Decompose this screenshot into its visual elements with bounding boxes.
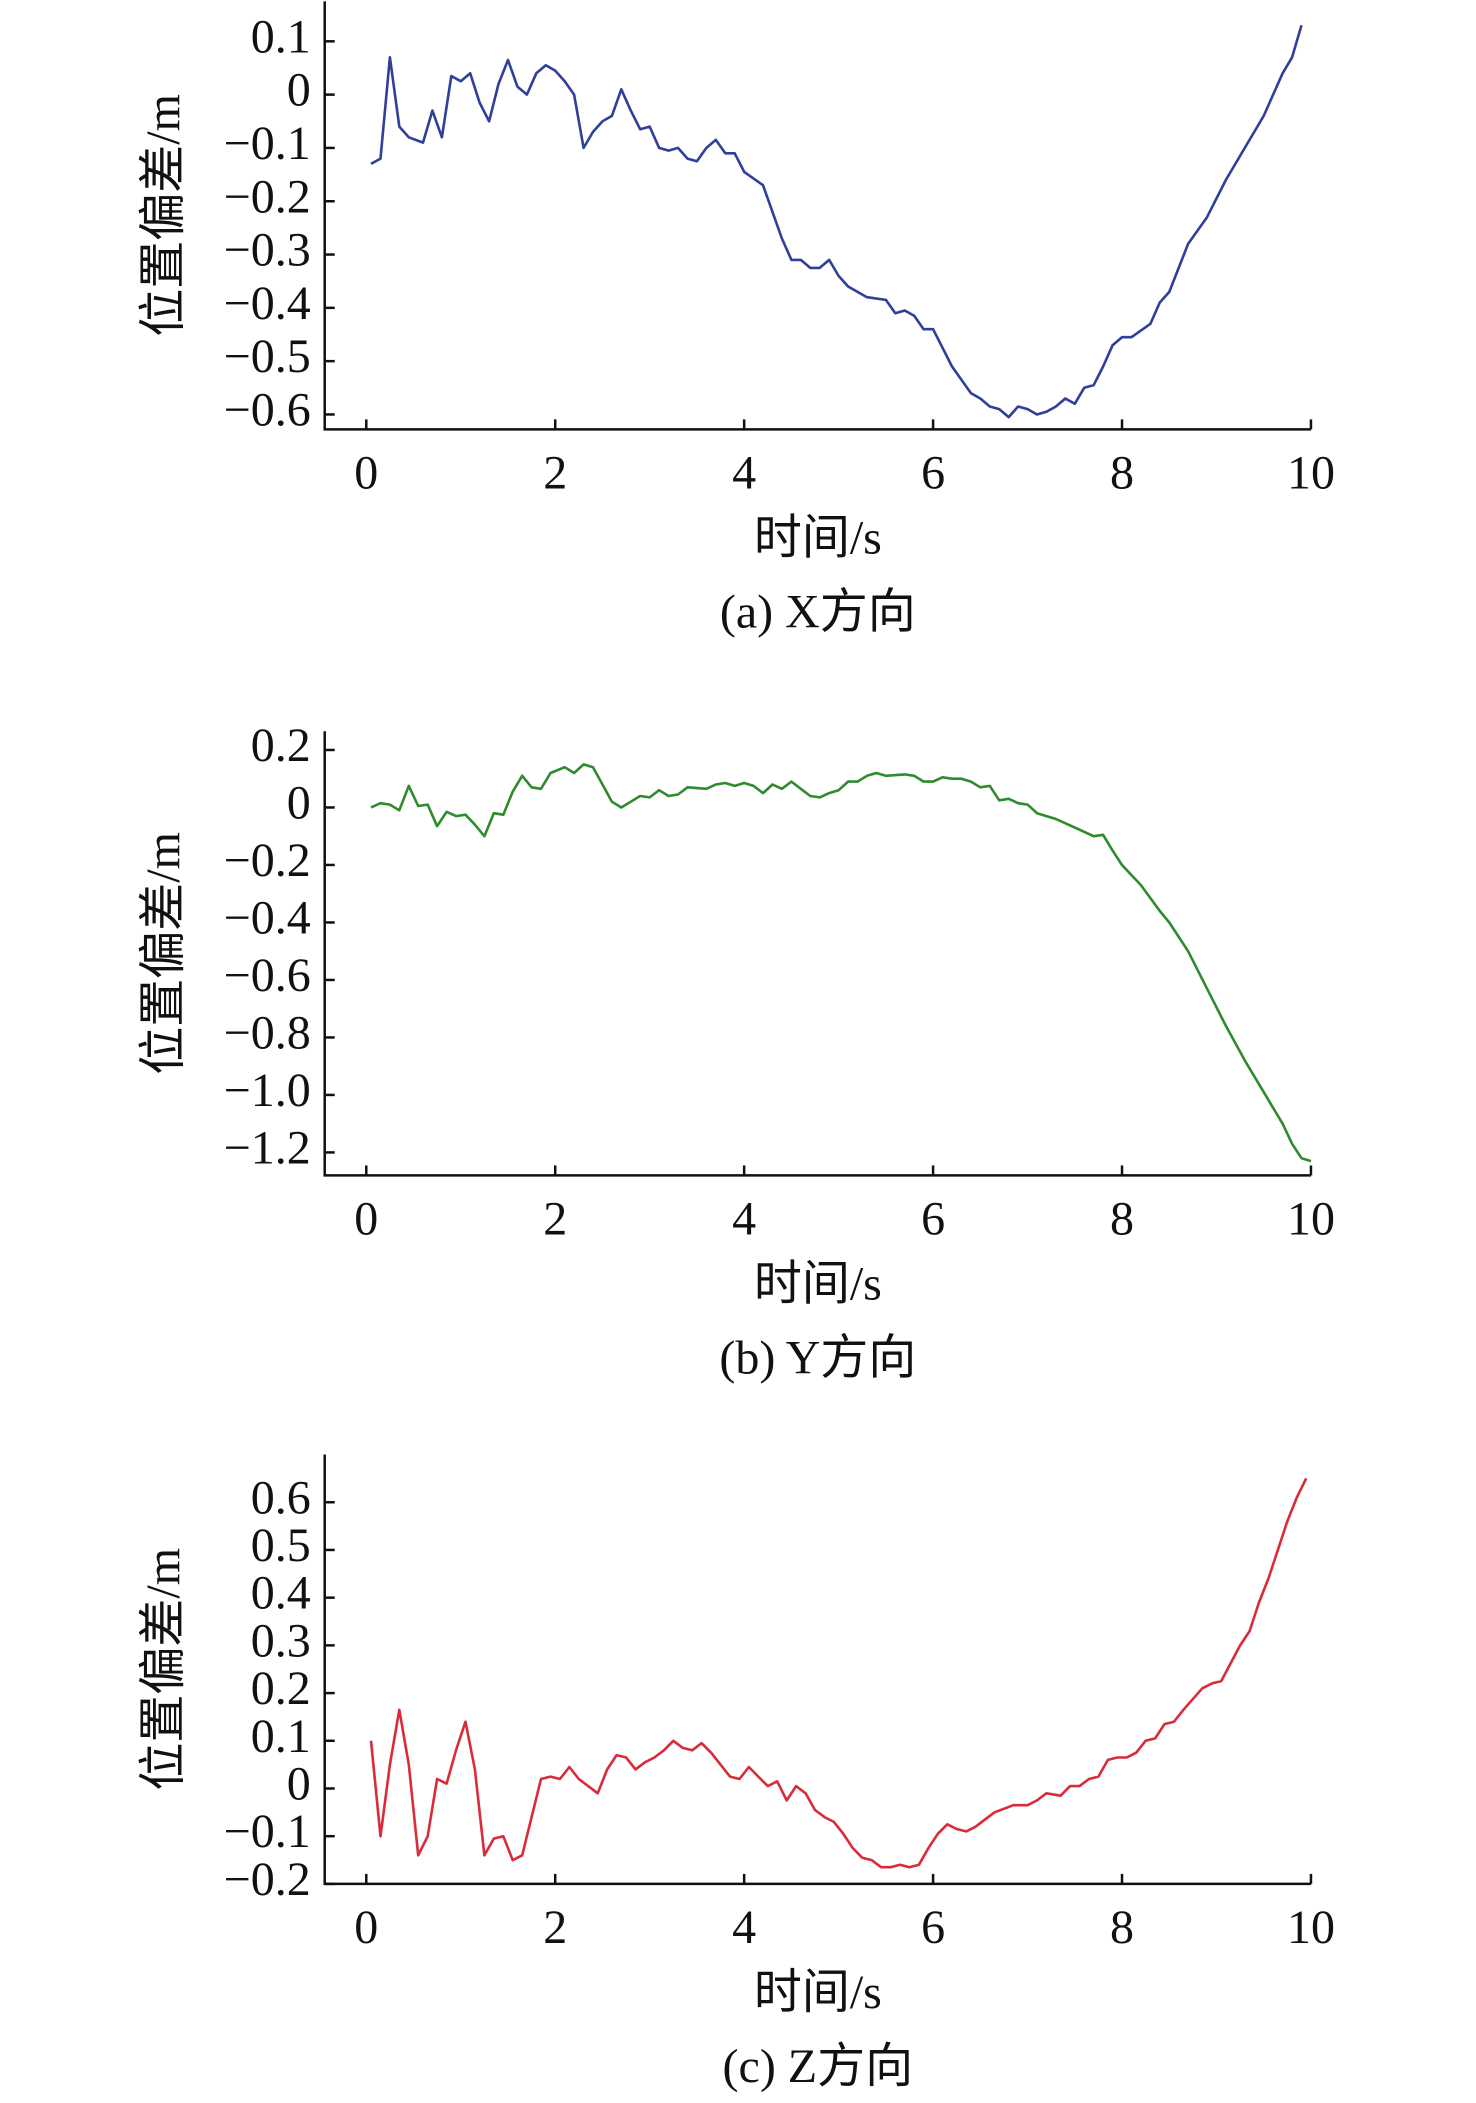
data-line [369,1477,1308,1869]
y-tick-label: −0.2 [224,834,311,887]
y-tick-label: −0.1 [224,1805,311,1858]
y-tick-label: −1.2 [224,1121,311,1174]
y-tick-label: 0.3 [251,1614,311,1667]
data-line [370,763,1312,1163]
y-axis-label: 位置偏差/m [137,832,190,1075]
x-tick-label: 0 [354,1901,378,1954]
y-tick-label: 0 [287,1758,311,1811]
x-axis-label: 时间/s [754,511,882,564]
y-axis-label: 位置偏差/m [137,94,190,337]
y-tick-label: 0.4 [251,1567,311,1620]
y-tick-label: 0.1 [251,10,311,63]
y-tick-label: −1.0 [224,1064,311,1117]
x-tick-label: 2 [543,1901,567,1954]
x-tick-label: 0 [354,1192,378,1245]
y-tick-label: −0.2 [224,1853,311,1906]
axes [323,1,1311,431]
x-tick-label: 8 [1110,1192,1134,1245]
y-tick-label: −0.5 [224,330,311,383]
y-tick-label: −0.4 [224,891,311,944]
y-tick-label: 0 [287,64,311,117]
x-tick-label: 4 [732,446,756,499]
x-tick-label: 6 [921,1192,945,1245]
caption: (a) X方向 [720,585,916,638]
y-axis-label: 位置偏差/m [137,1548,190,1791]
y-tick-label: −0.8 [224,1006,311,1059]
y-tick-label: 0 [287,776,311,829]
x-tick-label: 2 [543,1192,567,1245]
x-tick-label: 6 [921,1901,945,1954]
x-tick-label: 8 [1110,1901,1134,1954]
x-axis-label: 时间/s [754,1966,882,2019]
x-tick-label: 6 [921,446,945,499]
x-axis-label: 时间/s [754,1257,882,1310]
x-tick-label: 8 [1110,446,1134,499]
y-tick-label: −0.6 [224,383,311,436]
y-tick-label: 0.2 [251,1662,311,1715]
x-tick-label: 2 [543,446,567,499]
x-tick-label: 4 [732,1901,756,1954]
x-tick-label: 10 [1287,1901,1335,1954]
y-tick-label: 0.2 [251,719,311,772]
data-line [370,24,1303,419]
axes [323,1454,1311,1886]
y-tick-label: −0.3 [224,224,311,277]
y-tick-label: −0.6 [224,949,311,1002]
caption: (b) Y方向 [719,1331,916,1384]
x-tick-label: 10 [1287,446,1335,499]
y-tick-label: −0.1 [224,117,311,170]
y-tick-label: 0.5 [251,1519,311,1572]
y-tick-label: 0.1 [251,1710,311,1763]
caption: (c) Z方向 [723,2040,914,2093]
x-tick-label: 0 [354,446,378,499]
x-tick-label: 4 [732,1192,756,1245]
y-tick-label: 0.6 [251,1471,311,1524]
y-tick-label: −0.2 [224,170,311,223]
x-tick-label: 10 [1287,1192,1335,1245]
axes [323,731,1311,1177]
y-tick-label: −0.4 [224,277,311,330]
